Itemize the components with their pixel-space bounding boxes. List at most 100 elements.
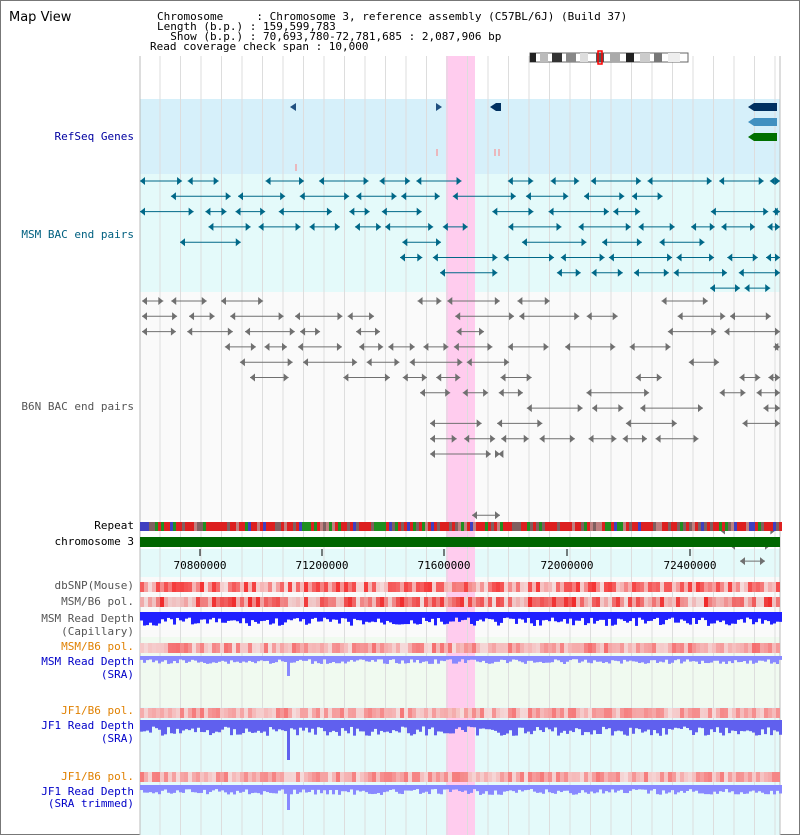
msm-capillary-depth-bar [245, 612, 248, 624]
msm-bac-pair-end [417, 253, 423, 262]
jf1-sra-depth-bar [761, 720, 764, 730]
jf1-pol-heat [688, 708, 692, 718]
jf1-sra-depth-bar [152, 720, 155, 727]
jf1-pol-heat [696, 708, 700, 718]
msm-capillary-depth-bar [605, 612, 608, 626]
jf1-pol-heat [488, 708, 492, 718]
jf1-trimmed-depth-bar [230, 785, 233, 793]
jf1-trimmed-depth-bar [146, 785, 149, 793]
track-label-chromosome[interactable]: chromosome 3 [54, 535, 134, 548]
track-label-repeat[interactable]: Repeat [94, 519, 134, 532]
msm-sra-depth-bar [722, 656, 725, 662]
msm-sra-depth-bar [533, 656, 536, 663]
msm-pol2-heat [716, 643, 720, 653]
msm-pol-heat [376, 597, 380, 607]
jf1-trimmed-depth-bar [224, 785, 227, 793]
msm-pol-heat [224, 597, 228, 607]
jf1-sra-depth-bar [386, 720, 389, 732]
dbsnp-heat [396, 582, 400, 592]
dbsnp-heat [148, 582, 152, 592]
dbsnp-heat [432, 582, 436, 592]
jf1-trimmed-depth-bar [704, 785, 707, 795]
msm-capillary-depth-bar [542, 612, 545, 621]
jf1-pol2-heat [200, 772, 204, 782]
jf1-trimmed-depth-bar [698, 785, 701, 794]
msm-pol-heat [484, 597, 488, 607]
ideogram-band [610, 53, 620, 62]
msm-bac-pair-end [706, 177, 712, 185]
track-label-b6n-bac[interactable]: B6N BAC end pairs [21, 400, 134, 413]
msm-bac-pair-end [326, 207, 332, 216]
msm-capillary-depth-bar [623, 612, 626, 621]
jf1-trimmed-depth-bar [389, 785, 392, 790]
jf1-sra-depth-bar [653, 720, 656, 731]
jf1-sra-depth-bar [356, 720, 359, 729]
track-label-msm-depth-sra[interactable]: MSM Read Depth [41, 655, 134, 668]
msm-capillary-depth-bar [635, 612, 638, 626]
track-label-refseq[interactable]: RefSeq Genes [54, 130, 134, 143]
track-label-msm-depth-cap[interactable]: MSM Read Depth [41, 612, 134, 625]
jf1-pol-heat [368, 708, 372, 718]
msm-pol2-heat [500, 643, 504, 653]
track-label-dbsnp[interactable]: dbSNP(Mouse) [54, 579, 134, 592]
repeat-segment [767, 522, 770, 531]
track-label-jf1-b6-pol-1[interactable]: JF1/B6 pol. [61, 704, 134, 717]
msm-bac-pair-end [659, 238, 665, 247]
msm-bac-pair-end [432, 253, 438, 262]
msm-bac-pair-end [354, 222, 360, 231]
msm-bac-pair-end [758, 177, 764, 185]
msm-pol-heat [356, 597, 360, 607]
msm-capillary-depth-bar [683, 612, 686, 621]
track-label-msm-b6-pol-1[interactable]: MSM/B6 pol. [61, 595, 134, 608]
track-label-jf1-depth-trim[interactable]: JF1 Read Depth [41, 785, 134, 798]
jf1-sra-depth-bar [665, 720, 668, 735]
repeat-segment [227, 522, 230, 531]
repeat-segment [707, 522, 710, 531]
msm-pol2-heat [512, 643, 516, 653]
jf1-sra-depth-bar [425, 720, 428, 736]
jf1-pol2-heat [160, 772, 164, 782]
msm-pol-heat [296, 597, 300, 607]
track-label-msm-b6-pol-2[interactable]: MSM/B6 pol. [61, 640, 134, 653]
jf1-pol2-heat [532, 772, 536, 782]
msm-capillary-depth-bar [239, 612, 242, 624]
repeat-segment [314, 522, 317, 531]
jf1-pol-heat [544, 708, 548, 718]
jf1-sra-depth-bar [464, 720, 467, 732]
jf1-pol2-heat [464, 772, 468, 782]
jf1-pol-heat [352, 708, 356, 718]
track-label-jf1-b6-pol-2[interactable]: JF1/B6 pol. [61, 770, 134, 783]
msm-sra-depth-bar [443, 656, 446, 662]
msm-pol-heat [544, 597, 548, 607]
msm-bac-pair-end [188, 207, 194, 216]
msm-pol2-heat [164, 643, 168, 653]
jf1-pol2-heat [356, 772, 360, 782]
jf1-trimmed-depth-bar [557, 785, 560, 791]
jf1-pol2-heat [380, 772, 384, 782]
jf1-sra-depth-bar [560, 720, 563, 733]
jf1-sra-depth-bar [227, 720, 230, 728]
dbsnp-heat [520, 582, 524, 592]
msm-pol2-heat [388, 643, 392, 653]
msm-sra-depth-bar [194, 656, 197, 661]
track-label-jf1-depth-sra[interactable]: JF1 Read Depth [41, 719, 134, 732]
jf1-pol-heat [624, 708, 628, 718]
jf1-pol2-heat [364, 772, 368, 782]
jf1-pol-heat [184, 708, 188, 718]
jf1-sra-depth-bar [626, 720, 629, 736]
jf1-sra-depth-bar [251, 720, 254, 733]
msm-pol-heat [408, 597, 412, 607]
jf1-pol-heat [740, 708, 744, 718]
msm-bac-pair-end [510, 192, 516, 201]
repeat-segment [272, 522, 275, 531]
jf1-sra-depth-bar [731, 720, 734, 731]
b6n-bac-pair-end [665, 342, 671, 351]
msm-pol-heat [300, 597, 304, 607]
track-label-msm-bac[interactable]: MSM BAC end pairs [21, 228, 134, 241]
dbsnp-heat [580, 582, 584, 592]
jf1-pol2-heat [600, 772, 604, 782]
msm-sra-depth-bar [257, 656, 260, 662]
jf1-sra-depth-bar [521, 720, 524, 728]
jf1-sra-depth-bar [533, 720, 536, 731]
